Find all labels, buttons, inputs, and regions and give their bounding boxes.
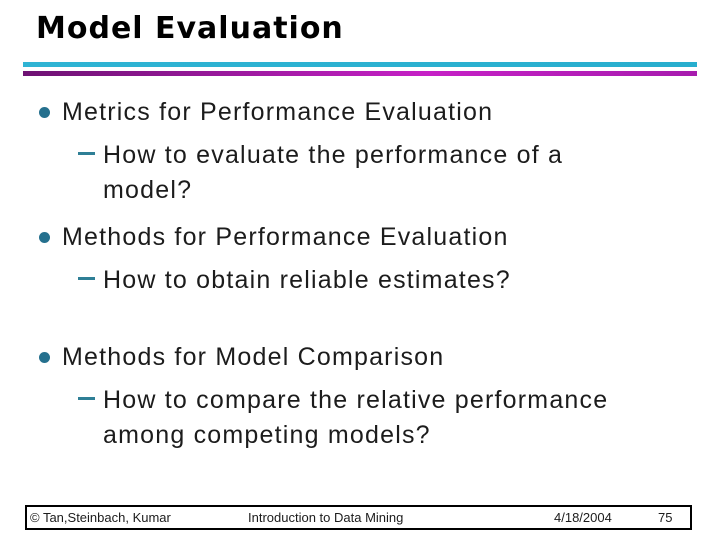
footer-bar: © Tan,Steinbach, Kumar Introduction to D…: [25, 505, 692, 530]
bullet-row: Metrics for Performance Evaluation: [38, 98, 688, 126]
footer-page-number: 75: [658, 510, 673, 525]
sub-bullet-row: How to obtain reliable estimates?: [78, 263, 653, 298]
bullet-text: Methods for Performance Evaluation: [62, 223, 509, 251]
slide-title: Model Evaluation: [36, 11, 344, 46]
bullet-item-methods-evaluation: Methods for Performance Evaluation How t…: [38, 223, 688, 298]
title-divider-cyan: [23, 62, 697, 67]
bullet-item-model-comparison: Methods for Model Comparison How to comp…: [38, 343, 688, 453]
sub-bullet-text: How to compare the relative performance …: [103, 386, 609, 449]
dash-icon: [78, 397, 95, 400]
bullet-row: Methods for Model Comparison: [38, 343, 688, 371]
bullet-text: Methods for Model Comparison: [62, 343, 445, 371]
footer-course-title: Introduction to Data Mining: [248, 510, 404, 525]
sub-bullet-text: How to obtain reliable estimates?: [103, 266, 511, 294]
footer-date: 4/18/2004: [554, 510, 612, 525]
sub-bullet-row: How to compare the relative performance …: [78, 383, 653, 453]
bullet-row: Methods for Performance Evaluation: [38, 223, 688, 251]
bullet-dot-icon: [39, 107, 50, 118]
sub-bullet-row: How to evaluate the performance of a mod…: [78, 138, 653, 208]
bullet-dot-icon: [39, 352, 50, 363]
dash-icon: [78, 152, 95, 155]
dash-icon: [78, 277, 95, 280]
title-divider-magenta: [23, 71, 697, 76]
sub-bullet-text: How to evaluate the performance of a mod…: [103, 141, 564, 204]
footer-copyright: © Tan,Steinbach, Kumar: [30, 510, 171, 525]
bullet-dot-icon: [39, 232, 50, 243]
bullet-item-metrics: Metrics for Performance Evaluation How t…: [38, 98, 688, 208]
bullet-text: Metrics for Performance Evaluation: [62, 98, 494, 126]
